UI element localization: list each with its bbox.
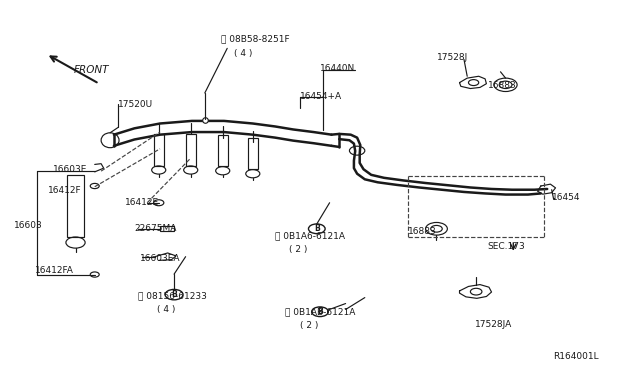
Text: 17520U: 17520U	[118, 100, 154, 109]
Text: R164001L: R164001L	[554, 352, 599, 361]
Text: 16440N: 16440N	[320, 64, 355, 73]
Text: 22675MA: 22675MA	[134, 224, 177, 233]
Text: Ⓑ 0B1A6-6121A: Ⓑ 0B1A6-6121A	[275, 232, 345, 241]
Text: B: B	[314, 224, 319, 233]
Text: 16454: 16454	[552, 193, 580, 202]
Text: 16412E: 16412E	[125, 198, 159, 207]
Text: 16883: 16883	[488, 81, 516, 90]
Text: 16454+A: 16454+A	[300, 92, 342, 101]
Text: SEC.173: SEC.173	[488, 242, 525, 251]
Text: 16412FA: 16412FA	[35, 266, 74, 275]
Text: 17528JA: 17528JA	[475, 320, 512, 329]
Text: Ⓑ 08B58-8251F: Ⓑ 08B58-8251F	[221, 35, 289, 44]
Text: ( 4 ): ( 4 )	[234, 49, 252, 58]
Text: ( 2 ): ( 2 )	[300, 321, 318, 330]
Text: Ⓑ 0B1AB-6121A: Ⓑ 0B1AB-6121A	[285, 307, 355, 316]
Text: ( 2 ): ( 2 )	[289, 246, 308, 254]
Text: 16412F: 16412F	[48, 186, 82, 195]
Text: 16603: 16603	[14, 221, 43, 230]
Text: Ⓑ 08156-61233: Ⓑ 08156-61233	[138, 291, 207, 300]
Text: 16603E: 16603E	[52, 165, 87, 174]
Text: 16603EA: 16603EA	[140, 254, 180, 263]
Text: B: B	[317, 307, 323, 316]
Text: B: B	[172, 290, 177, 299]
Text: ( 4 ): ( 4 )	[157, 305, 175, 314]
Text: 17528J: 17528J	[436, 53, 468, 62]
Text: 16883: 16883	[408, 227, 437, 236]
Text: FRONT: FRONT	[74, 65, 109, 75]
